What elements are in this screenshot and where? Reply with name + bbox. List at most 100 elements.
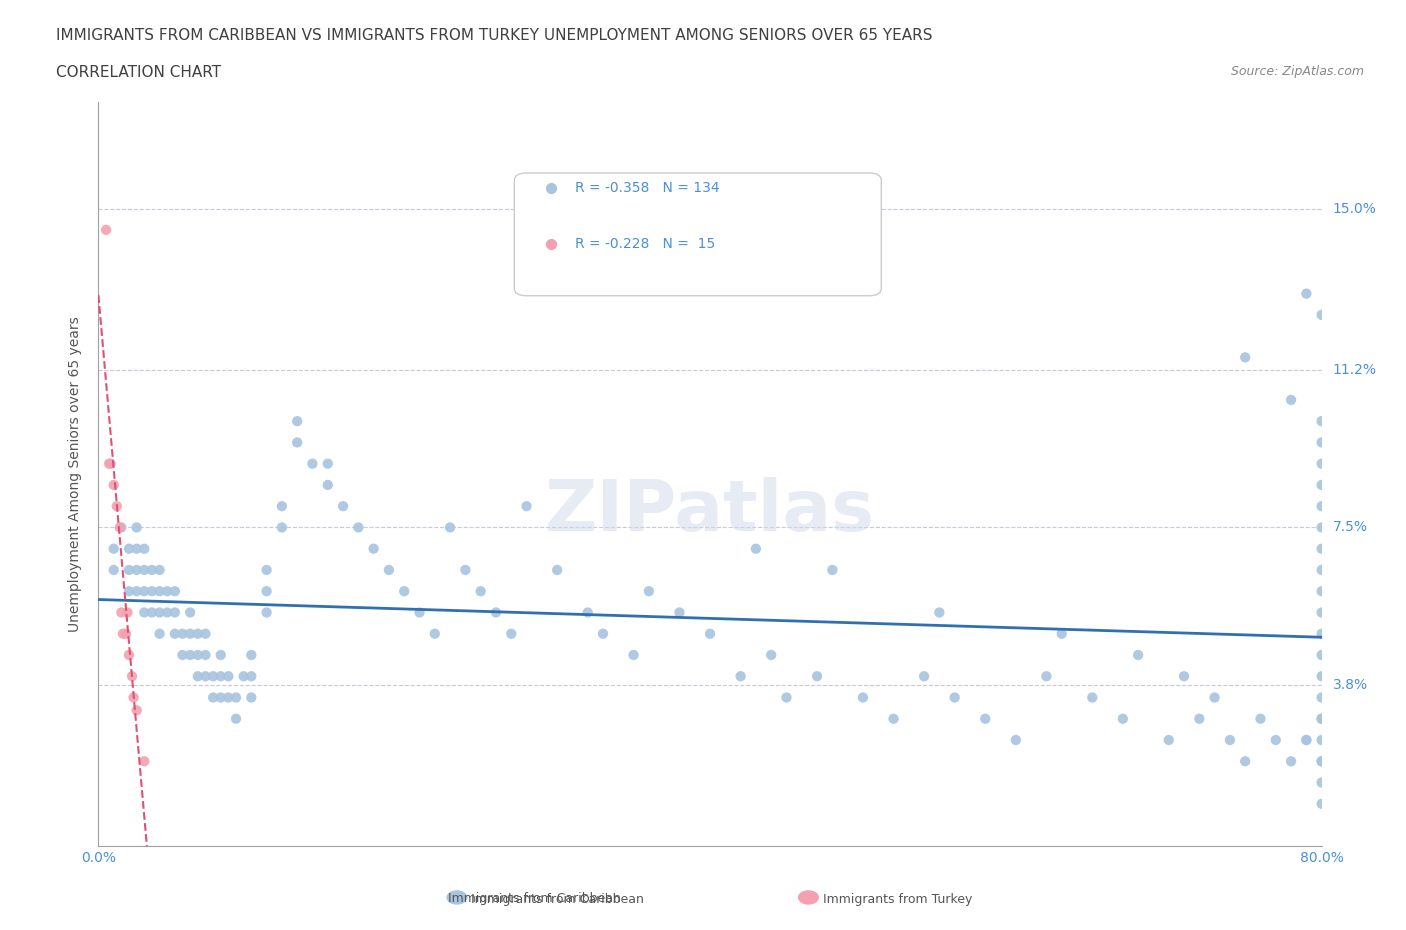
Point [285, 414, 308, 429]
Point [516, 498, 538, 513]
Point [118, 541, 141, 556]
Point [1310, 796, 1333, 811]
Point [1188, 711, 1211, 726]
Point [1249, 711, 1271, 726]
Point [470, 584, 492, 599]
Point [179, 605, 201, 620]
Point [217, 669, 239, 684]
Point [1310, 626, 1333, 641]
Point [1112, 711, 1135, 726]
Point [240, 647, 263, 662]
Point [1310, 711, 1333, 726]
Point [1219, 733, 1241, 748]
Point [110, 520, 132, 535]
Point [1310, 733, 1333, 748]
Point [1173, 669, 1195, 684]
Point [141, 584, 163, 599]
Point [103, 477, 125, 492]
Point [1310, 690, 1333, 705]
Point [256, 584, 278, 599]
Point [225, 711, 247, 726]
Point [347, 520, 370, 535]
Point [270, 520, 292, 535]
Point [270, 498, 292, 513]
Point [1234, 754, 1257, 769]
Point [141, 563, 163, 578]
Point [134, 541, 156, 556]
Point [637, 584, 661, 599]
Point [1310, 477, 1333, 492]
Point [141, 605, 163, 620]
Point [1310, 563, 1333, 578]
Point [187, 626, 209, 641]
Point [240, 690, 263, 705]
Point [1035, 669, 1057, 684]
Point [501, 626, 523, 641]
Point [125, 584, 148, 599]
Point [118, 647, 141, 662]
Point [1310, 308, 1333, 323]
Point [118, 563, 141, 578]
Point [172, 626, 194, 641]
Point [883, 711, 905, 726]
Point [125, 703, 148, 718]
Point [1234, 350, 1257, 365]
Point [256, 605, 278, 620]
Point [623, 647, 645, 662]
Point [163, 626, 186, 641]
Point [974, 711, 997, 726]
Point [105, 498, 128, 513]
Y-axis label: Unemployment Among Seniors over 65 years: Unemployment Among Seniors over 65 years [69, 316, 83, 632]
Point [316, 477, 339, 492]
Text: 7.5%: 7.5% [1333, 521, 1368, 535]
Point [156, 584, 179, 599]
Point [1310, 435, 1333, 450]
Point [1310, 541, 1333, 556]
Point [117, 605, 139, 620]
Point [332, 498, 354, 513]
Point [103, 563, 125, 578]
Point [423, 626, 446, 641]
Point [485, 605, 508, 620]
Text: Source: ZipAtlas.com: Source: ZipAtlas.com [1230, 65, 1364, 78]
FancyBboxPatch shape [515, 173, 882, 296]
Point [576, 605, 599, 620]
Point [699, 626, 721, 641]
Point [134, 584, 156, 599]
Point [217, 690, 239, 705]
Point [94, 222, 117, 237]
Point [134, 754, 156, 769]
Point [125, 541, 148, 556]
Point [187, 669, 209, 684]
Text: 11.2%: 11.2% [1333, 363, 1376, 378]
Point [202, 669, 225, 684]
Point [546, 563, 568, 578]
Point [806, 669, 828, 684]
Point [316, 457, 339, 472]
Point [1295, 733, 1317, 748]
Point [378, 563, 401, 578]
Point [408, 605, 430, 620]
Point [745, 541, 768, 556]
Point [256, 563, 278, 578]
Point [1310, 520, 1333, 535]
Point [363, 541, 385, 556]
Point [1310, 711, 1333, 726]
Point [1204, 690, 1226, 705]
Point [1279, 392, 1302, 407]
Point [100, 457, 122, 472]
Point [179, 647, 201, 662]
Point [118, 584, 141, 599]
Point [240, 669, 263, 684]
Text: R = -0.358   N = 134: R = -0.358 N = 134 [575, 180, 720, 195]
Point [1081, 690, 1104, 705]
Point [439, 520, 461, 535]
Point [1310, 754, 1333, 769]
Point [194, 647, 217, 662]
Point [125, 520, 148, 535]
Point [98, 457, 121, 472]
Point [163, 584, 186, 599]
Text: R = -0.228   N =  15: R = -0.228 N = 15 [575, 236, 716, 251]
Point [285, 435, 308, 450]
Point [149, 605, 172, 620]
